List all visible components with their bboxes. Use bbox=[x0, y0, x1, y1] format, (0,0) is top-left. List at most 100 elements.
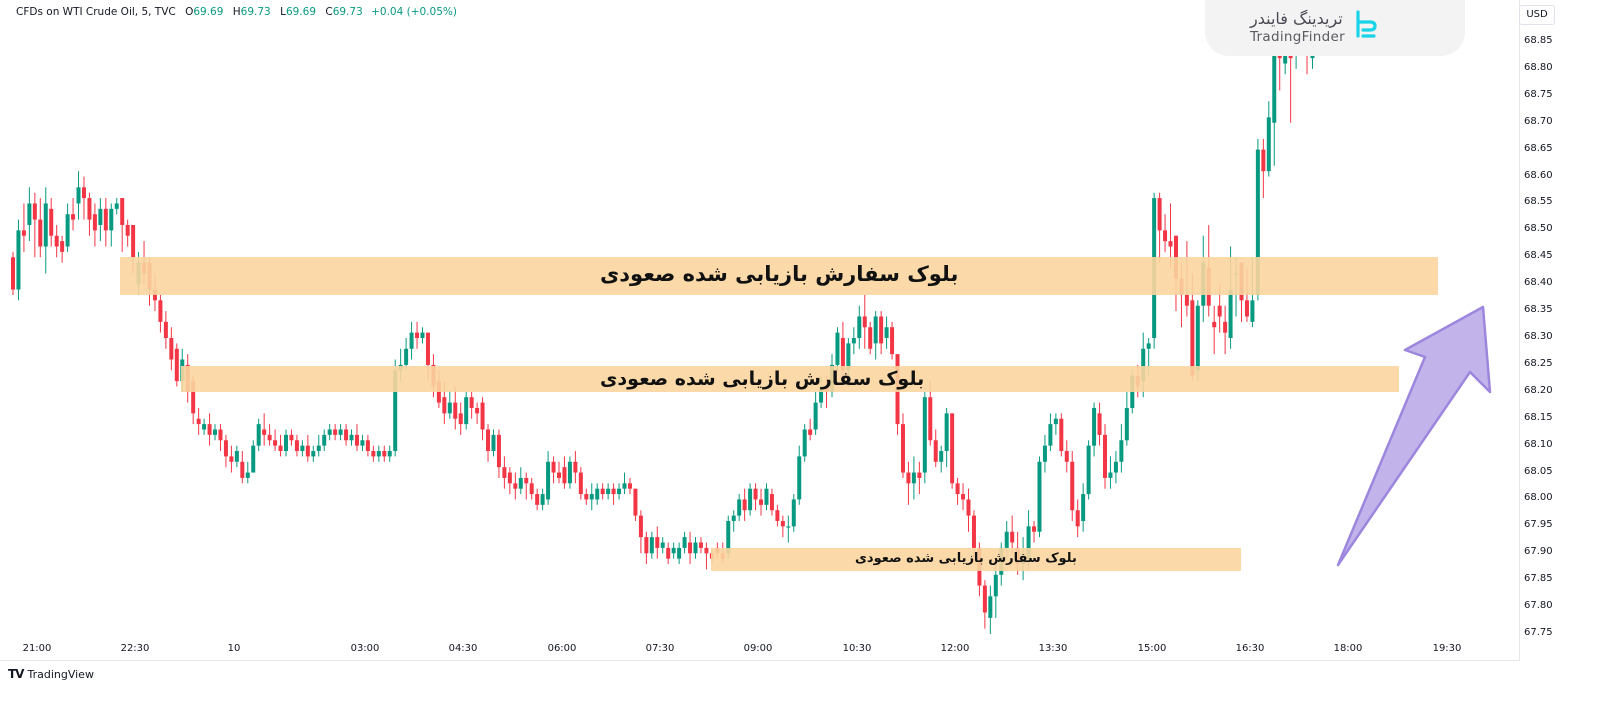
close-label: C bbox=[325, 6, 333, 18]
order-block-zone[interactable] bbox=[181, 366, 1399, 392]
candle bbox=[813, 391, 818, 435]
candle bbox=[38, 198, 43, 258]
candle bbox=[682, 531, 687, 554]
candle bbox=[966, 488, 971, 532]
high-value: 69.73 bbox=[240, 6, 271, 18]
low-label: L bbox=[280, 6, 286, 18]
candle bbox=[202, 418, 207, 435]
order-block-label: بلوک سفارش بازیابی شده صعودی bbox=[600, 262, 959, 286]
price-tick: 68.65 bbox=[1524, 142, 1553, 154]
price-tick: 68.80 bbox=[1524, 61, 1553, 73]
tradingfinder-watermark bbox=[1205, 0, 1465, 56]
candle bbox=[513, 472, 518, 500]
time-tick: 10 bbox=[227, 643, 241, 654]
candle bbox=[622, 472, 627, 495]
time-tick: 10:30 bbox=[842, 643, 872, 654]
candle bbox=[1042, 434, 1047, 473]
candle bbox=[808, 418, 813, 441]
price-tick: 67.85 bbox=[1524, 573, 1553, 585]
candle bbox=[169, 327, 174, 371]
candle bbox=[240, 451, 245, 484]
candle bbox=[922, 391, 927, 484]
time-tick: 22:30 bbox=[120, 643, 150, 654]
candle bbox=[704, 542, 709, 570]
candle bbox=[753, 483, 758, 511]
candle bbox=[584, 488, 589, 505]
candle bbox=[562, 456, 567, 489]
candle bbox=[415, 321, 420, 349]
price-tick: 68.60 bbox=[1524, 169, 1553, 181]
order-block-zone[interactable] bbox=[120, 257, 1438, 295]
price-tick: 67.75 bbox=[1524, 626, 1553, 638]
candle bbox=[742, 488, 747, 521]
candle bbox=[573, 451, 578, 484]
candle bbox=[666, 542, 671, 565]
candle bbox=[289, 429, 294, 446]
symbol-title[interactable]: CFDs on WTI Crude Oil, 5, TVC bbox=[16, 6, 176, 18]
candle bbox=[693, 537, 698, 559]
candle bbox=[338, 424, 343, 441]
price-tick: 68.45 bbox=[1524, 250, 1553, 262]
high-label: H bbox=[232, 6, 241, 18]
candle bbox=[305, 434, 310, 462]
tradingview-attribution[interactable]: TV TradingView bbox=[8, 667, 94, 681]
candle bbox=[486, 424, 491, 462]
open-value: 69.69 bbox=[193, 6, 224, 18]
candle bbox=[229, 445, 234, 473]
candle bbox=[65, 203, 70, 252]
candle bbox=[1223, 305, 1228, 355]
candle bbox=[354, 424, 359, 452]
candle bbox=[213, 424, 218, 441]
candle bbox=[737, 494, 742, 521]
candle bbox=[1092, 402, 1097, 457]
candle bbox=[1157, 192, 1162, 263]
time-tick: 12:00 bbox=[940, 643, 970, 654]
candle bbox=[900, 413, 905, 478]
candle bbox=[862, 294, 867, 349]
brand-name-en: TradingFinder bbox=[1250, 29, 1345, 45]
candle bbox=[982, 580, 987, 629]
candle bbox=[1103, 424, 1107, 489]
candle bbox=[316, 434, 321, 457]
candle bbox=[1261, 138, 1266, 199]
candle bbox=[98, 198, 103, 242]
tradingview-logo-icon: TV bbox=[8, 667, 25, 681]
candle bbox=[595, 483, 600, 505]
candle bbox=[1163, 214, 1168, 252]
currency-button[interactable]: USD bbox=[1519, 5, 1555, 25]
time-tick: 09:00 bbox=[743, 643, 773, 654]
candle bbox=[944, 407, 949, 468]
candle bbox=[529, 477, 534, 500]
candle bbox=[1097, 402, 1102, 446]
order-block-zone[interactable] bbox=[711, 548, 1241, 571]
candle bbox=[16, 219, 21, 301]
candle bbox=[1113, 451, 1118, 484]
candle bbox=[371, 445, 376, 462]
candle bbox=[698, 537, 703, 554]
change-value: +0.04 (+0.05%) bbox=[371, 6, 457, 18]
candle bbox=[535, 488, 540, 511]
symbol-legend: CFDs on WTI Crude Oil, 5, TVC O69.69 H69… bbox=[16, 6, 457, 18]
candle bbox=[884, 316, 889, 349]
candle bbox=[769, 488, 774, 516]
time-tick: 15:00 bbox=[1137, 643, 1167, 654]
candle bbox=[158, 294, 163, 333]
candle bbox=[120, 198, 125, 252]
candle bbox=[322, 429, 327, 452]
time-tick: 03:00 bbox=[350, 643, 380, 654]
candle bbox=[546, 451, 551, 505]
candle bbox=[349, 429, 354, 446]
candle bbox=[911, 456, 916, 500]
candle bbox=[638, 510, 643, 554]
candle bbox=[518, 467, 523, 495]
candle bbox=[1048, 413, 1053, 452]
candle bbox=[278, 434, 283, 457]
candle bbox=[404, 337, 409, 371]
candle bbox=[879, 311, 884, 355]
price-tick: 67.90 bbox=[1524, 546, 1553, 558]
candle bbox=[163, 311, 168, 349]
order-block-label: بلوک سفارش بازیابی شده صعودی bbox=[600, 368, 925, 390]
candle bbox=[671, 542, 676, 559]
candle bbox=[245, 461, 250, 484]
